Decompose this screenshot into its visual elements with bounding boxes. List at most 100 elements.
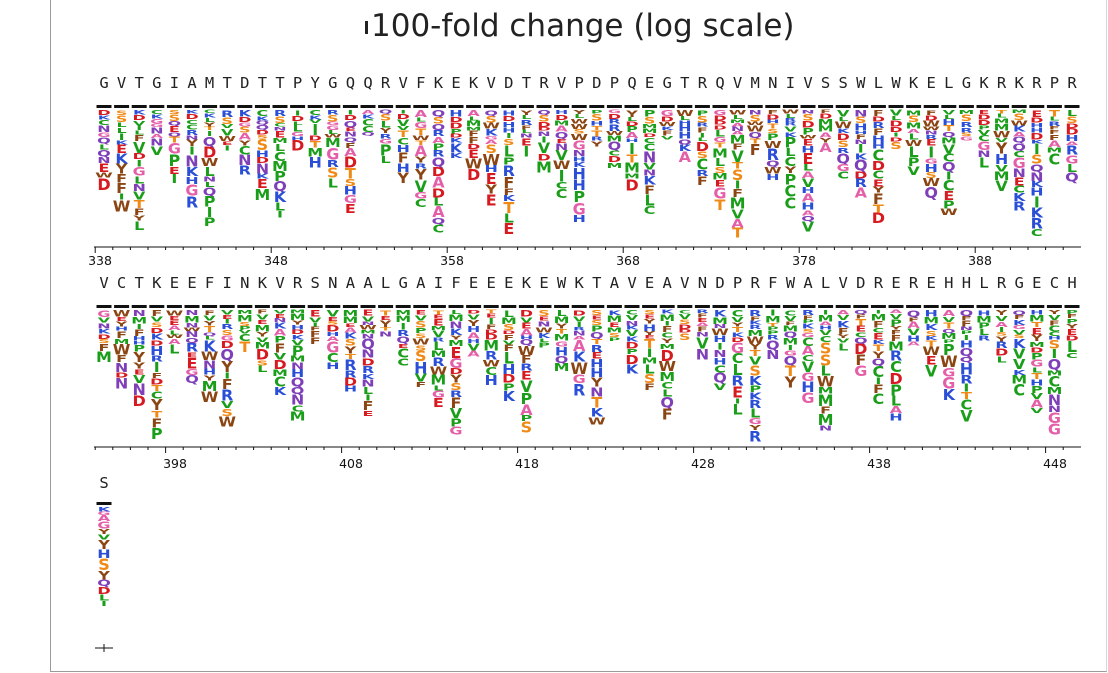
position-baseline (606, 105, 622, 108)
logo-residue-glyph: P (274, 335, 286, 345)
logo-residue-glyph: K (362, 114, 375, 120)
logo-residue-glyph: V (890, 313, 903, 321)
position-tick-label: 428 (691, 456, 715, 471)
logo-residue-glyph: A (731, 131, 743, 136)
logo-residue-glyph: M (395, 314, 411, 324)
logo-residue-glyph: Q (608, 140, 622, 153)
logo-residue-glyph: N (133, 183, 146, 194)
logo-residue-glyph: V (626, 313, 639, 322)
logo-residue-glyph: S (714, 166, 726, 176)
logo-residue-glyph: D (485, 329, 498, 335)
logo-residue-glyph: T (943, 124, 954, 133)
logo-residue-glyph: H (520, 335, 533, 340)
logo-residue-glyph: S (415, 348, 427, 365)
logo-residue-glyph: H (326, 362, 339, 372)
logo-residue-glyph: A (344, 147, 357, 159)
logo-residue-glyph: M (554, 333, 570, 343)
logo-residue-glyph: P (204, 216, 216, 229)
logo-residue-glyph: V (397, 125, 410, 131)
logo-residue-glyph: D (766, 113, 779, 121)
logo-residue-glyph: M (466, 126, 482, 132)
logo-residue-glyph: H (643, 323, 656, 333)
wildtype-residue: R (293, 274, 303, 292)
position-tick-label: 418 (515, 456, 539, 471)
logo-residue-glyph: F (1049, 319, 1060, 327)
logo-residue-glyph: H (678, 131, 691, 142)
logo-residue-glyph: C (785, 309, 797, 317)
logo-residue-glyph: E (327, 316, 338, 322)
wildtype-residue: R (1067, 74, 1077, 92)
logo-residue-glyph: K (450, 137, 463, 144)
logo-residue-glyph: S (1013, 334, 1025, 339)
logo-residue-glyph: G (97, 521, 110, 532)
wildtype-residue: I (786, 74, 795, 92)
logo-residue-glyph: D (344, 154, 357, 171)
logo-residue-glyph: K (151, 114, 164, 120)
position-baseline (906, 305, 922, 308)
logo-residue-glyph: P (890, 318, 902, 328)
logo-residue-glyph: H (185, 176, 198, 187)
logo-residue-glyph: K (1031, 180, 1045, 189)
logo-residue-glyph: K (503, 194, 517, 203)
logo-residue-glyph: T (750, 348, 761, 358)
logo-residue-glyph: R (432, 149, 444, 159)
logo-residue-glyph: V (555, 149, 568, 164)
logo-residue-glyph: F (662, 405, 673, 424)
position-tick-label: 398 (163, 456, 187, 471)
logo-residue-glyph: E (116, 143, 127, 156)
logo-residue-glyph: H (502, 109, 515, 117)
logo-residue-glyph: G (942, 366, 955, 379)
logo-residue-glyph: T (873, 343, 884, 353)
logo-residue-glyph: W (676, 108, 694, 117)
position-baseline (853, 105, 869, 108)
logo-residue-glyph: F (855, 133, 866, 140)
logo-residue-glyph: G (414, 191, 427, 201)
logo-residue-glyph: D (995, 348, 1008, 359)
logo-residue-glyph: R (591, 344, 603, 355)
logo-residue-glyph: L (979, 327, 989, 337)
logo-residue-glyph: R (432, 356, 445, 369)
logo-residue-glyph: K (731, 332, 744, 339)
position-tick-label: 348 (264, 253, 288, 268)
wildtype-residue: T (680, 74, 689, 92)
logo-residue-glyph: K (679, 144, 693, 154)
position-baseline (131, 105, 147, 108)
position-baseline (624, 105, 640, 108)
logo-residue-glyph: T (715, 141, 727, 150)
logo-residue-glyph: Y (555, 322, 569, 331)
logo-residue-glyph: F (134, 328, 145, 338)
logo-residue-glyph: V (978, 129, 991, 137)
logo-residue-glyph: I (312, 322, 318, 328)
logo-residue-glyph: N (960, 326, 973, 331)
logo-residue-glyph: I (717, 342, 723, 352)
logo-residue-glyph: K (538, 332, 551, 340)
logo-residue-glyph: V (925, 362, 938, 381)
logo-residue-glyph: Y (97, 528, 110, 536)
logo-residue-glyph: N (185, 153, 198, 171)
logo-residue-glyph: C (644, 142, 656, 153)
logo-residue-glyph: E (1014, 176, 1025, 189)
logo-residue-glyph: E (275, 130, 286, 140)
logo-residue-glyph: R (485, 350, 498, 363)
position-tick-label: 438 (867, 456, 891, 471)
logo-residue-glyph: S (749, 114, 761, 124)
position-baseline (888, 105, 904, 108)
logo-residue-glyph: K (749, 392, 762, 403)
logo-residue-glyph: S (802, 113, 814, 123)
logo-residue-glyph: M (642, 128, 658, 135)
logo-residue-glyph: M (624, 172, 640, 181)
logo-residue-glyph: I (770, 308, 776, 317)
logo-residue-glyph: F (486, 324, 497, 331)
logo-residue-glyph: V (714, 382, 726, 392)
logo-residue-glyph: P (626, 125, 638, 134)
wildtype-residue: R (997, 274, 1007, 292)
logo-residue-glyph: L (785, 113, 796, 119)
wildtype-residue: R (1032, 74, 1042, 92)
logo-residue-glyph: D (256, 347, 269, 364)
position-baseline (923, 305, 939, 308)
logo-residue-glyph: D (889, 136, 902, 143)
wildtype-residue: H (944, 274, 953, 292)
logo-residue-glyph: H (555, 346, 568, 359)
logo-residue-glyph: V (696, 335, 708, 353)
position-baseline (149, 105, 165, 108)
